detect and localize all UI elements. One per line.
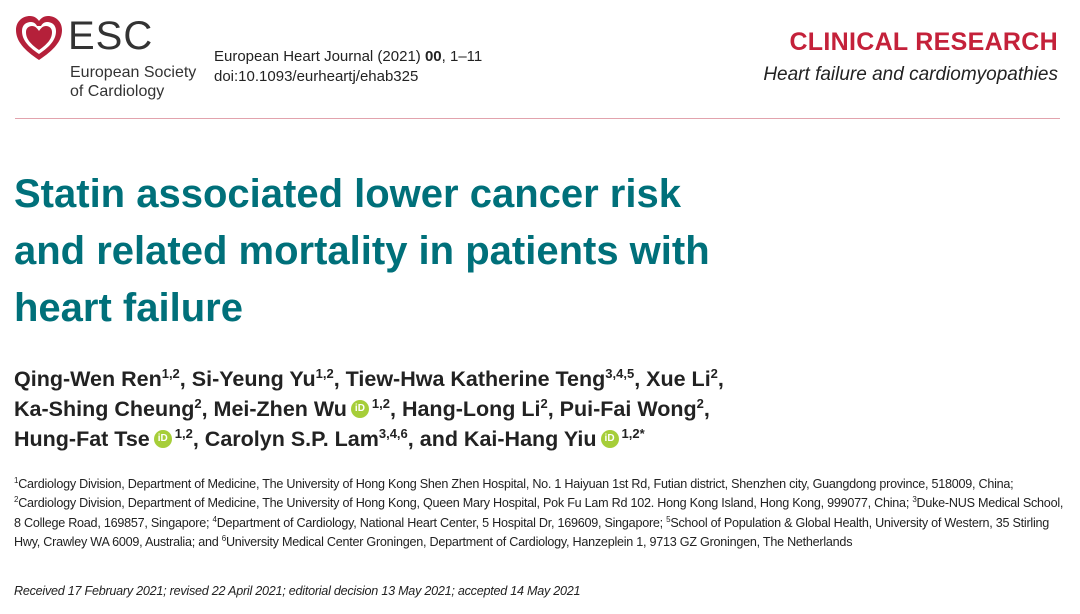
author-name: Carolyn S.P. Lam (204, 427, 379, 451)
author-name: and Kai-Hang Yiu (419, 427, 597, 451)
society-name: European Society of Cardiology (70, 63, 196, 101)
author-separator: , (717, 367, 724, 391)
author-name: Ka-Shing Cheung (14, 397, 195, 421)
author-affiliation-sup: 1,2* (621, 425, 645, 441)
author-affiliation-sup: 1,2 (371, 395, 390, 411)
author-name: Si-Yeung Yu (191, 367, 316, 391)
affiliation-text: School of Population & Global Health, Un… (14, 515, 1050, 549)
title-line: heart failure (14, 286, 243, 330)
author-affiliation-sup: 1,2 (315, 365, 334, 381)
article-title: Statin associated lower cancer risk and … (14, 166, 914, 337)
author-separator: , (634, 367, 647, 391)
author-name: Mei-Zhen Wu (213, 397, 347, 421)
journal-citation: European Heart Journal (2021) 00, 1–11 d… (214, 47, 482, 87)
author-separator: , (333, 367, 346, 391)
author-separator: , (192, 427, 205, 451)
affiliation-number: 6 (221, 533, 226, 543)
author-affiliation-sup: 1,2 (174, 425, 193, 441)
section-label: CLINICAL RESEARCH (789, 28, 1058, 56)
author-affiliation-sup: 2 (696, 395, 704, 411)
author-affiliation-sup: 2 (540, 395, 548, 411)
orcid-icon[interactable]: iD (153, 429, 172, 448)
affiliation-text: Department of Cardiology, National Heart… (216, 515, 667, 530)
affiliation-number: 2 (14, 495, 19, 505)
affiliation-text: Duke-NUS Medical School, 8 College Road,… (14, 496, 1064, 530)
subsection-label: Heart failure and cardiomyopathies (763, 64, 1058, 85)
affiliation-number: 1 (14, 475, 19, 485)
author-name: Pui-Fai Wong (559, 397, 697, 421)
author-separator: , (547, 397, 560, 421)
author-separator: , (703, 397, 710, 421)
author-separator: , (179, 367, 192, 391)
orcid-icon[interactable]: iD (350, 399, 369, 418)
affiliation-number: 4 (212, 514, 217, 524)
doi-link[interactable]: doi:10.1093/eurheartj/ehab325 (214, 68, 419, 85)
author-name: Tiew-Hwa Katherine Teng (345, 367, 606, 391)
header-divider (15, 118, 1060, 119)
author-affiliation-sup: 3,4,6 (378, 425, 408, 441)
author-line: Qing-Wen Ren1,2, Si-Yeung Yu1,2, Tiew-Hw… (14, 364, 724, 394)
author-name: Xue Li (646, 367, 711, 391)
society-line-2: of Cardiology (70, 83, 165, 100)
journal-volume: 00 (424, 48, 442, 65)
affiliation-number: 5 (666, 514, 671, 524)
affiliation-text: Cardiology Division, Department of Medic… (18, 477, 1014, 491)
orcid-icon[interactable]: iD (600, 429, 619, 448)
title-line: Statin associated lower cancer risk (14, 172, 681, 216)
journal-pages: , 1–11 (441, 48, 483, 65)
author-affiliation-sup: 3,4,5 (605, 365, 635, 381)
society-line-1: European Society (70, 64, 197, 81)
affiliations: 1Cardiology Division, Department of Medi… (14, 475, 1064, 552)
affiliation-text: University Medical Center Groningen, Dep… (225, 534, 853, 549)
author-separator: , (390, 397, 402, 421)
author-affiliation-sup: 2 (710, 365, 718, 381)
author-name: Qing-Wen Ren (14, 367, 162, 391)
author-affiliation-sup: 2 (194, 395, 202, 411)
affiliation-number: 3 (912, 495, 917, 505)
journal-name: European Heart Journal (2021) (214, 48, 421, 65)
author-name: Hang-Long Li (401, 397, 541, 421)
author-line: Ka-Shing Cheung2, Mei-Zhen Wu iD 1,2, Hang… (14, 394, 724, 424)
received-dates: Received 17 February 2021; revised 22 Ap… (14, 584, 581, 598)
author-separator: , (201, 397, 214, 421)
esc-logo-text: ESC (68, 14, 154, 58)
author-separator: , (407, 427, 420, 451)
affiliation-text: Cardiology Division, Department of Medic… (18, 496, 913, 511)
title-line: and related mortality in patients with (14, 229, 710, 273)
author-list: Qing-Wen Ren1,2, Si-Yeung Yu1,2, Tiew-Hw… (14, 364, 724, 454)
author-line: Hung-Fat Tse iD 1,2, Carolyn S.P. Lam3,4,6… (14, 424, 724, 454)
author-name: Hung-Fat Tse (14, 427, 150, 451)
author-affiliation-sup: 1,2 (161, 365, 180, 381)
esc-heart-logo-icon (14, 14, 64, 67)
